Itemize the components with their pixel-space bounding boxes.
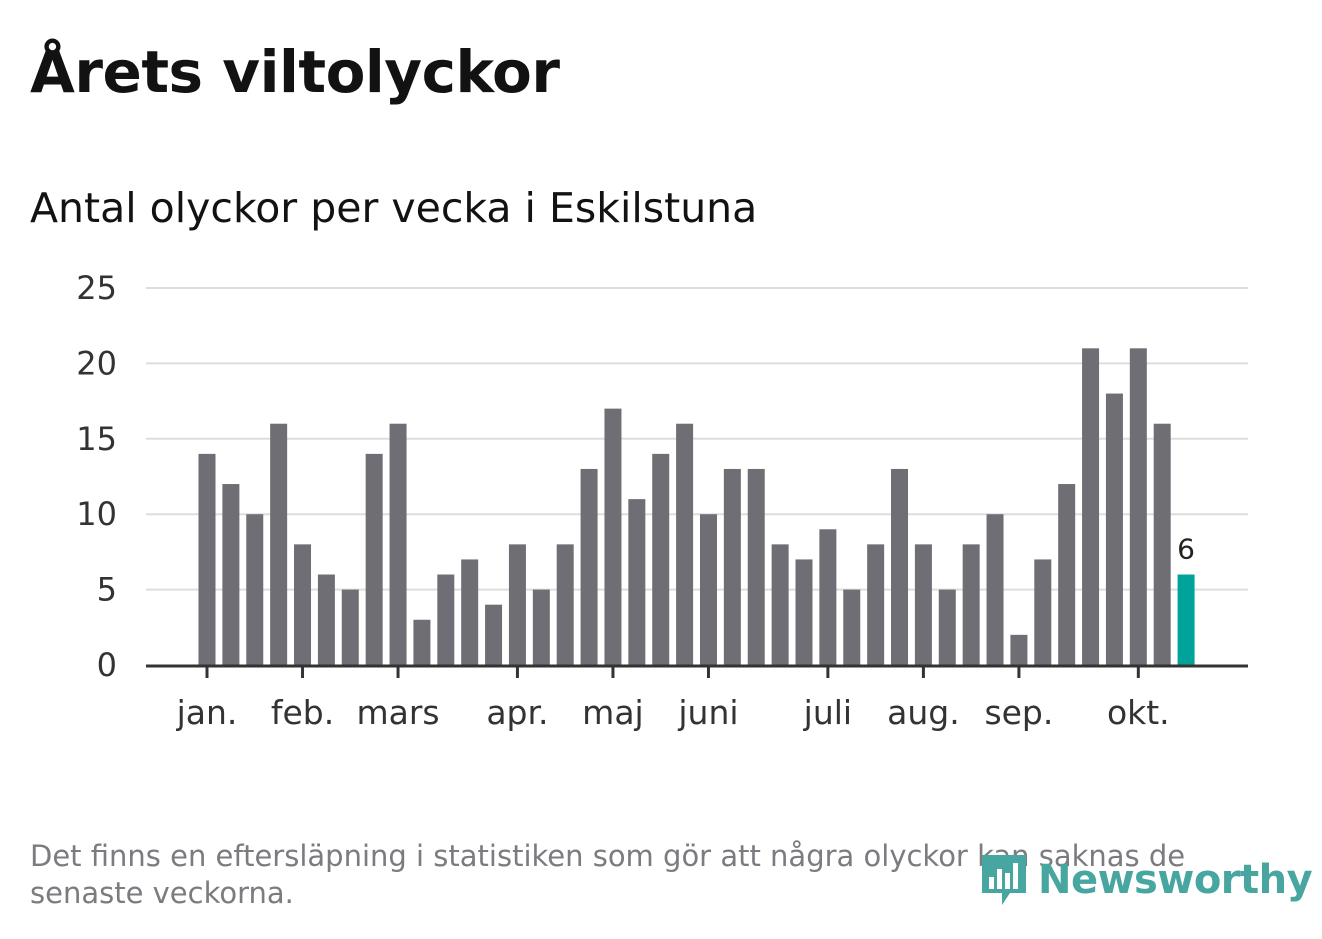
y-tick-label: 10 xyxy=(76,495,117,533)
bar xyxy=(891,468,909,665)
y-tick-label: 20 xyxy=(76,344,117,382)
highlight-data-label: 6 xyxy=(1177,533,1195,566)
bar xyxy=(1129,348,1147,665)
bar xyxy=(413,619,431,665)
x-tick-label: jan. xyxy=(176,693,238,732)
x-tick-label: mars xyxy=(356,693,439,732)
y-axis-ticks: 0 5 10 15 20 25 xyxy=(76,269,117,684)
bar xyxy=(461,559,479,665)
bar xyxy=(795,559,813,665)
bar xyxy=(867,544,885,665)
bar xyxy=(1058,484,1076,665)
bar xyxy=(1105,393,1123,665)
bar xyxy=(986,514,1004,665)
bar xyxy=(294,544,312,665)
bars xyxy=(198,348,1195,665)
bar xyxy=(938,589,956,665)
x-tick-label: juli xyxy=(803,693,852,732)
bar xyxy=(485,604,503,665)
x-axis-ticks: jan. feb. mars apr. maj juni juli aug. sep. okt. xyxy=(176,665,1170,732)
y-tick-label: 15 xyxy=(76,420,117,458)
bar xyxy=(437,574,455,665)
x-tick-label: aug. xyxy=(887,693,960,732)
newsworthy-logo-icon xyxy=(982,855,1026,905)
bar xyxy=(389,423,407,665)
bar xyxy=(222,484,240,665)
x-tick-label: maj xyxy=(582,693,644,732)
chart-title: Årets viltolyckor xyxy=(30,38,560,106)
bar xyxy=(508,544,526,665)
y-tick-label: 25 xyxy=(76,269,117,307)
bar xyxy=(843,589,861,665)
bar xyxy=(723,468,741,665)
bar xyxy=(819,529,837,665)
x-tick-label: juni xyxy=(677,693,738,732)
chart-subtitle: Antal olyckor per vecka i Eskilstuna xyxy=(30,184,758,232)
bar xyxy=(1034,559,1052,665)
y-tick-label: 0 xyxy=(97,646,117,684)
bar xyxy=(341,589,359,665)
bar xyxy=(556,544,574,665)
bar xyxy=(198,453,216,665)
y-tick-label: 5 xyxy=(97,571,117,609)
bar-highlight xyxy=(1177,574,1195,665)
data-labels: 6 xyxy=(1177,533,1195,566)
bar xyxy=(270,423,288,665)
bar xyxy=(652,453,670,665)
bar xyxy=(1082,348,1100,665)
bar xyxy=(604,408,622,665)
x-tick-label: feb. xyxy=(271,693,334,732)
bar xyxy=(532,589,550,665)
logo-text: Newsworthy xyxy=(1038,857,1313,903)
bar xyxy=(771,544,789,665)
bar xyxy=(1153,423,1171,665)
x-tick-label: apr. xyxy=(486,693,548,732)
newsworthy-logo: Newsworthy xyxy=(978,848,1313,912)
bar xyxy=(914,544,932,665)
bar xyxy=(246,514,264,665)
bar xyxy=(699,514,717,665)
bar xyxy=(962,544,980,665)
bar xyxy=(1010,634,1028,665)
x-tick-label: sep. xyxy=(984,693,1053,732)
bar xyxy=(747,468,765,665)
bar xyxy=(580,468,598,665)
bar xyxy=(317,574,335,665)
bar xyxy=(365,453,383,665)
bar xyxy=(628,499,646,665)
bar xyxy=(676,423,694,665)
x-tick-label: okt. xyxy=(1107,693,1170,732)
